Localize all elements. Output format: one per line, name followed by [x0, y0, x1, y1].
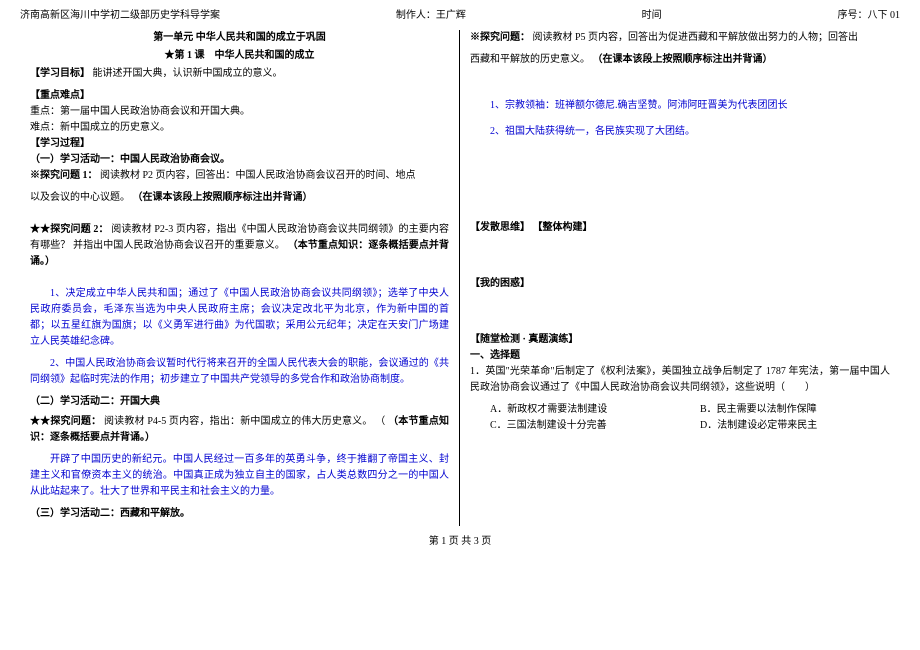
mc-q1: 1．英国"光荣革命"后制定了《权利法案》，美国独立战争后制定了 1787 年宪法… [470, 364, 890, 396]
q2-block: ★★探究问题 2： 阅读教材 P2-3 页内容，指出《中国人民政治协商会议共同纲… [30, 222, 449, 270]
left-column: 第一单元 中华人民共和国的成立于巩固 ★第 1 课 中华人民共和国的成立 【学习… [20, 30, 460, 526]
q1-label: ※探究问题 1： [30, 170, 98, 181]
activity2-heading: （二）学习活动二：开国大典 [30, 394, 449, 410]
r-answer-2: 2、祖国大陆获得统一，各民族实现了大团结。 [470, 124, 890, 140]
goal-row: 【学习目标】 能讲述开国大典，认识新中国成立的意义。 [30, 66, 449, 82]
q1-text2: 以及会议的中心议题。 [30, 192, 130, 203]
content-columns: 第一单元 中华人民共和国的成立于巩固 ★第 1 课 中华人民共和国的成立 【学习… [20, 30, 900, 526]
rq-label: ※探究问题： [470, 32, 530, 43]
activity3-heading: （三）学习活动二：西藏和平解放。 [30, 506, 449, 522]
q1-text1: 阅读教材 P2 页内容，回答出：中国人民政治协商会议召开的时间、地点 [100, 170, 416, 181]
answer-2: 2、中国人民政治协商会议暂时代行将来召开的全国人民代表大会的职能，会议通过的《共… [30, 356, 449, 388]
q1-note: （在课本该段上按照顺序标注出并背诵） [133, 192, 313, 203]
rq-line2: 西藏和平解放的历史意义。 （在课本该段上按照顺序标注出并背诵） [470, 52, 890, 68]
keydiff-2: 难点：新中国成立的历史意义。 [30, 120, 449, 136]
mc-heading: 一、选择题 [470, 348, 890, 364]
rq-note: （在课本该段上按照顺序标注出并背诵） [593, 54, 773, 65]
opt-c: C．三国法制建设十分完善 [470, 418, 680, 434]
q1-line2: 以及会议的中心议题。 （在课本该段上按照顺序标注出并背诵） [30, 190, 449, 206]
opt-b: B．民主需要以法制作保障 [680, 402, 890, 418]
rq-text1: 阅读教材 P5 页内容，回答出为促进西藏和平解放做出努力的人物；回答出 [533, 32, 859, 43]
rq-block: ※探究问题： 阅读教材 P5 页内容，回答出为促进西藏和平解放做出努力的人物；回… [470, 30, 890, 46]
r-answer-1: 1、宗教领袖：班禅额尔德尼.确吉坚赞。阿沛阿旺晋美为代表团团长 [470, 98, 890, 114]
header-serial: 序号：八下 01 [837, 8, 900, 24]
opt-d: D．法制建设必定带来民主 [680, 418, 890, 434]
fs-heading: 【发散思维】 【整体构建】 [470, 220, 890, 236]
goal-text: 能讲述开国大典，认识新中国成立的意义。 [93, 68, 283, 79]
page-header: 济南高新区海川中学初二级部历史学科导学案 制作人：王广辉 时间 序号：八下 01 [20, 8, 900, 24]
keydiff-heading: 【重点难点】 [30, 88, 449, 104]
q3-label: ★★探究问题： [30, 416, 101, 427]
right-column: ※探究问题： 阅读教材 P5 页内容，回答出为促进西藏和平解放做出努力的人物；回… [460, 30, 900, 526]
answer-1: 1、决定成立中华人民共和国；通过了《中国人民政治协商会议共同纲领》；选举了中央人… [30, 286, 449, 350]
mc-options: A．新政权才需要法制建设 B．民主需要以法制作保障 C．三国法制建设十分完善 D… [470, 402, 890, 434]
page-footer: 第 1 页 共 3 页 [20, 534, 900, 550]
goal-heading: 【学习目标】 [30, 68, 90, 79]
test-heading: 【随堂检测 · 真题演练】 [470, 332, 890, 348]
answer-3: 开辟了中国历史的新纪元。中国人民经过一百多年的英勇斗争，终于推翻了帝国主义、封建… [30, 452, 449, 500]
q1-block: ※探究问题 1： 阅读教材 P2 页内容，回答出：中国人民政治协商会议召开的时间… [30, 168, 449, 184]
keydiff-1: 重点：第一届中国人民政治协商会议和开国大典。 [30, 104, 449, 120]
lesson-title: ★第 1 课 中华人民共和国的成立 [30, 48, 449, 64]
header-author: 制作人：王广辉 [396, 8, 466, 24]
q3-block: ★★探究问题： 阅读教材 P4-5 页内容，指出：新中国成立的伟大历史意义。 （… [30, 414, 449, 446]
header-time: 时间 [642, 8, 662, 24]
q2-label: ★★探究问题 2： [30, 224, 109, 235]
q3-text: 阅读教材 P4-5 页内容，指出：新中国成立的伟大历史意义。 （ [104, 416, 385, 427]
header-left: 济南高新区海川中学初二级部历史学科导学案 [20, 8, 220, 24]
rq-text2: 西藏和平解放的历史意义。 [470, 54, 590, 65]
process-heading: 【学习过程】 [30, 136, 449, 152]
opt-a: A．新政权才需要法制建设 [470, 402, 680, 418]
unit-title: 第一单元 中华人民共和国的成立于巩固 [30, 30, 449, 46]
activity1-heading: （一）学习活动一：中国人民政治协商会议。 [30, 152, 449, 168]
kh-heading: 【我的困惑】 [470, 276, 890, 292]
